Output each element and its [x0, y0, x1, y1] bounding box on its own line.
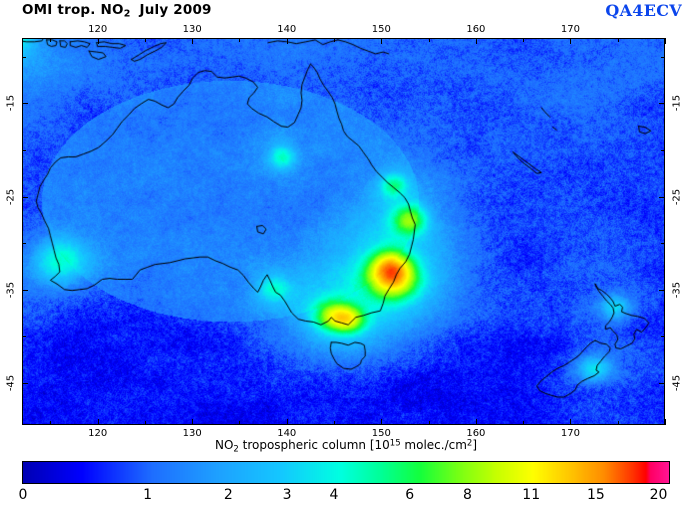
y-tick-right: [661, 336, 665, 338]
page-title: OMI trop. NO2 July 2009: [22, 2, 212, 20]
x-tick-bottom: [617, 421, 619, 425]
x-tick-bottom: [475, 419, 477, 425]
map-plot-area: [22, 38, 665, 425]
x-tick-bottom: [381, 419, 383, 425]
x-tick-top: [523, 38, 525, 42]
x-tick-bottom: [50, 421, 52, 425]
y-tick-left: [22, 383, 28, 385]
x-tick-bottom: [286, 419, 288, 425]
colorbar-tick-label: 3: [282, 487, 292, 503]
x-axis-label-top: 160: [466, 24, 486, 35]
x-axis-label-bottom: 160: [466, 428, 486, 439]
colorbar-tick-label: 0: [18, 487, 28, 503]
x-tick-bottom: [97, 419, 99, 425]
colorbar: [22, 461, 670, 484]
y-axis-label-left: -25: [5, 188, 17, 205]
y-axis-label-right: -25: [671, 188, 683, 205]
colorbar-tick-label: 1: [143, 487, 153, 503]
x-axis-label-bottom: 150: [371, 428, 391, 439]
x-tick-bottom: [192, 419, 194, 425]
cbar-title-sub: 2: [233, 444, 239, 455]
colorbar-tick-label: 15: [587, 487, 605, 503]
colorbar-gradient-canvas: [23, 462, 669, 483]
x-tick-top: [286, 38, 288, 44]
x-tick-top: [192, 38, 194, 44]
y-tick-right: [659, 103, 665, 105]
y-tick-left: [22, 196, 28, 198]
cbar-title-mid: tropospheric column [10: [238, 438, 390, 452]
y-axis-label-left: -45: [5, 374, 17, 392]
y-axis-label-right: -45: [671, 374, 683, 392]
x-tick-bottom: [334, 421, 336, 425]
y-tick-right: [659, 383, 665, 385]
y-tick-right: [659, 196, 665, 198]
y-tick-left: [22, 56, 26, 58]
x-axis-label-bottom: 120: [88, 428, 108, 439]
x-tick-bottom: [570, 419, 572, 425]
x-tick-bottom: [144, 421, 146, 425]
x-tick-top: [239, 38, 241, 42]
x-tick-top: [428, 38, 430, 42]
x-axis-label-bottom: 170: [560, 428, 580, 439]
x-tick-top: [334, 38, 336, 42]
x-axis-label-top: 120: [88, 24, 108, 35]
y-tick-right: [661, 149, 665, 151]
colorbar-tick-label: 6: [405, 487, 415, 503]
x-axis-label-top: 130: [182, 24, 202, 35]
title-species: OMI trop. NO: [22, 2, 124, 18]
y-tick-left: [22, 289, 28, 291]
cbar-title-end: ]: [472, 438, 478, 452]
cbar-title-species: NO: [214, 438, 234, 452]
qa4ecv-logo: QA4ECV: [605, 1, 682, 20]
y-axis-label-left: -35: [5, 281, 17, 298]
x-tick-top: [144, 38, 146, 42]
x-tick-bottom: [428, 421, 430, 425]
cbar-title-mid2: molec./cm: [400, 438, 467, 452]
x-tick-top: [50, 38, 52, 42]
colorbar-title: NO2 tropospheric column [1015 molec./cm2…: [215, 438, 477, 454]
cbar-title-exponent: 15: [389, 438, 401, 449]
y-tick-left: [22, 243, 26, 245]
x-axis-label-bottom: 140: [277, 428, 297, 439]
y-tick-right: [661, 56, 665, 58]
x-tick-top: [381, 38, 383, 44]
y-tick-left: [22, 336, 26, 338]
colorbar-tick-label: 20: [649, 487, 668, 503]
colorbar-tick-label: 2: [223, 487, 233, 503]
colorbar-tick-label: 11: [522, 487, 541, 503]
x-axis-label-top: 140: [277, 24, 297, 35]
x-tick-top: [617, 38, 619, 42]
x-tick-top: [97, 38, 99, 44]
y-axis-label-right: -15: [671, 95, 683, 112]
y-tick-left: [22, 103, 28, 105]
colorbar-tick-label: 8: [463, 487, 472, 503]
cbar-title-exponent2: 2: [466, 438, 473, 449]
x-tick-top: [475, 38, 477, 44]
x-tick-bottom: [239, 421, 241, 425]
x-axis-label-top: 170: [560, 24, 580, 35]
title-subscript: 2: [123, 8, 131, 20]
y-tick-left: [22, 149, 26, 151]
y-tick-right: [659, 289, 665, 291]
colorbar-tick-label: 4: [329, 487, 339, 503]
no2-heatmap-canvas: [23, 39, 664, 424]
y-tick-right: [661, 243, 665, 245]
x-tick-bottom: [523, 421, 525, 425]
y-axis-label-right: -35: [671, 281, 683, 298]
x-axis-label-bottom: 130: [182, 428, 202, 439]
x-tick-top: [665, 38, 666, 44]
y-axis-label-left: -15: [5, 95, 17, 112]
title-period: July 2009: [139, 2, 212, 18]
x-axis-label-top: 150: [371, 24, 391, 35]
x-tick-top: [570, 38, 572, 44]
x-tick-bottom: [665, 419, 666, 425]
